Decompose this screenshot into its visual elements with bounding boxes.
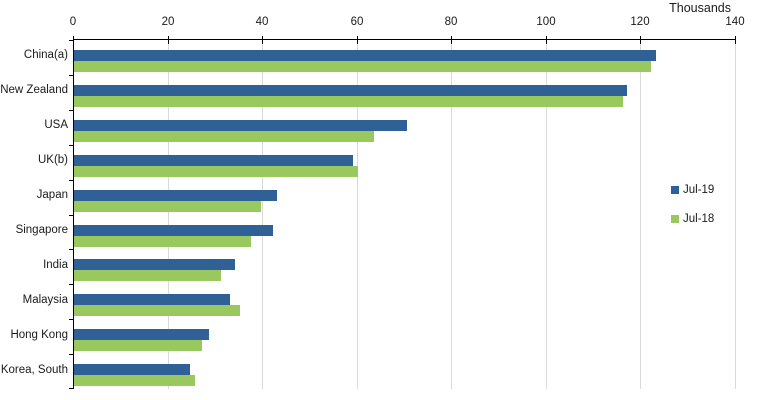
y-axis-tick-mark — [69, 75, 74, 76]
gridline — [168, 40, 169, 389]
bar-jul-19 — [74, 225, 273, 236]
y-axis-tick-mark — [69, 249, 74, 250]
axis-units-label: Thousands — [669, 1, 731, 15]
bar-jul-19 — [74, 329, 209, 340]
x-axis-tick-label: 140 — [725, 16, 745, 28]
y-axis-tick-mark — [69, 215, 74, 216]
x-axis-tick-label: 40 — [255, 16, 269, 28]
bar-jul-19 — [74, 364, 190, 375]
x-axis-tick-mark — [640, 36, 641, 44]
gridline — [735, 40, 736, 389]
bar-jul-19 — [74, 85, 627, 96]
bar-jul-18 — [74, 375, 195, 386]
y-axis-tick-mark — [69, 354, 74, 355]
category-label: Korea, South — [0, 364, 68, 376]
x-axis-tick-label: 80 — [444, 16, 458, 28]
y-axis-tick-mark — [69, 180, 74, 181]
legend-item: Jul-19 — [671, 184, 714, 196]
bar-jul-18 — [74, 236, 251, 247]
category-label: New Zealand — [0, 84, 68, 96]
y-axis-tick-mark — [69, 145, 74, 146]
y-axis-tick-mark — [69, 40, 74, 41]
category-label: Malaysia — [22, 294, 68, 306]
bar-jul-18 — [74, 270, 221, 281]
category-label: China(a) — [23, 49, 68, 61]
legend-item: Jul-18 — [671, 213, 714, 225]
y-axis-tick-mark — [69, 110, 74, 111]
x-axis-tick-mark — [168, 36, 169, 44]
x-axis-tick-mark — [262, 36, 263, 44]
bar-jul-19 — [74, 120, 407, 131]
legend-swatch — [671, 215, 679, 223]
bar-jul-18 — [74, 131, 374, 142]
x-axis-tick-label: 0 — [69, 16, 77, 28]
gridline — [546, 40, 547, 389]
gridline — [451, 40, 452, 389]
x-axis-tick-label: 100 — [536, 16, 556, 28]
bar-jul-19 — [74, 50, 656, 61]
plot-area — [69, 36, 736, 389]
bar-jul-19 — [74, 155, 353, 166]
legend-swatch — [671, 186, 679, 194]
category-label: Hong Kong — [10, 329, 68, 341]
legend-label: Jul-19 — [683, 184, 715, 196]
category-label: Japan — [36, 189, 68, 201]
y-axis-tick-mark — [69, 388, 74, 389]
x-axis-tick-label: 120 — [630, 16, 650, 28]
category-label: USA — [44, 119, 68, 131]
bar-jul-18 — [74, 61, 651, 72]
x-axis-tick-mark — [735, 36, 736, 44]
bar-jul-18 — [74, 305, 240, 316]
x-axis-tick-label: 60 — [350, 16, 364, 28]
bar-jul-18 — [74, 166, 358, 177]
category-label: India — [43, 259, 68, 271]
gridline — [262, 40, 263, 389]
legend-label: Jul-18 — [683, 213, 715, 225]
bar-jul-19 — [74, 294, 230, 305]
category-label: UK(b) — [37, 154, 68, 166]
x-axis-tick-mark — [357, 36, 358, 44]
x-axis-tick-mark — [451, 36, 452, 44]
bar-jul-18 — [74, 340, 202, 351]
bar-jul-18 — [74, 201, 261, 212]
legend: Jul-19 Jul-18 — [671, 184, 714, 242]
y-axis-tick-mark — [69, 284, 74, 285]
category-label: Singapore — [15, 224, 68, 236]
gridline — [640, 40, 641, 389]
bar-jul-19 — [74, 190, 277, 201]
gridline — [357, 40, 358, 389]
bar-jul-18 — [74, 96, 623, 107]
x-axis-tick-mark — [546, 36, 547, 44]
y-axis-tick-mark — [69, 319, 74, 320]
x-axis-tick-label: 20 — [161, 16, 175, 28]
bar-jul-19 — [74, 259, 235, 270]
